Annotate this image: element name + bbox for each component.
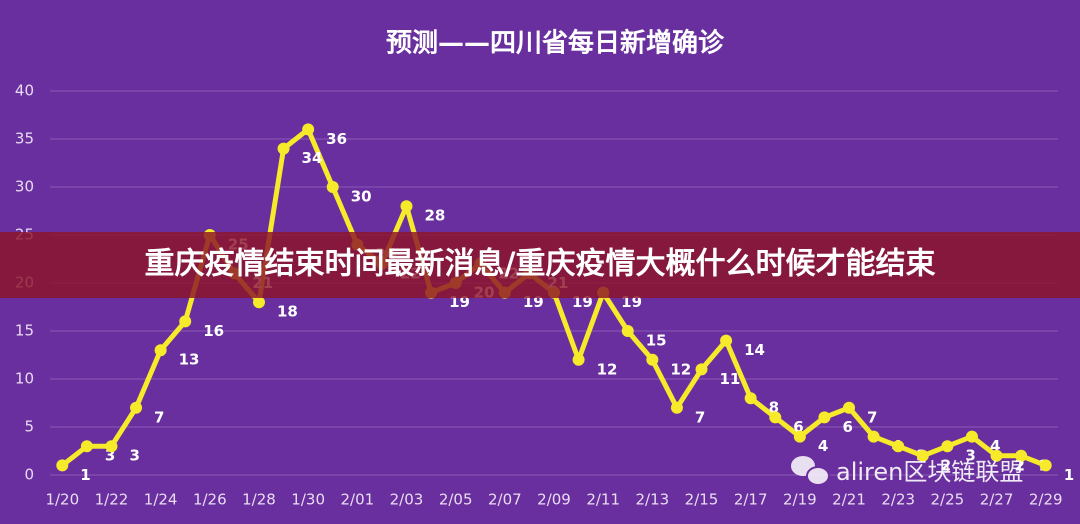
data-label: 30 (351, 188, 372, 206)
data-point (1039, 459, 1052, 472)
data-label: 7 (695, 408, 705, 426)
data-point (302, 123, 315, 136)
x-tick-label: 1/20 (45, 491, 79, 509)
data-label: 3 (965, 447, 975, 465)
data-label: 1 (1064, 466, 1074, 484)
banner-bg (0, 232, 1080, 298)
watermark-text: aliren区块链联盟 (836, 458, 1023, 486)
data-point (252, 296, 265, 309)
x-tick-label: 2/07 (488, 491, 522, 509)
x-tick-label: 1/26 (193, 491, 227, 509)
data-label: 18 (277, 303, 298, 321)
data-label: 12 (597, 360, 618, 378)
data-label: 7 (154, 408, 164, 426)
x-tick-label: 2/17 (734, 491, 768, 509)
data-point (769, 411, 782, 424)
data-label: 15 (646, 332, 667, 350)
data-label: 34 (302, 149, 323, 167)
x-tick-label: 2/05 (439, 491, 473, 509)
data-label: 4 (818, 437, 828, 455)
data-point (179, 315, 192, 328)
data-point (916, 449, 929, 462)
y-tick-label: 35 (15, 130, 34, 148)
data-label: 2 (1015, 456, 1025, 474)
data-point (277, 142, 290, 155)
x-tick-label: 2/21 (832, 491, 866, 509)
data-label: 13 (179, 351, 200, 369)
x-tick-label: 2/09 (537, 491, 571, 509)
data-label: 8 (769, 399, 779, 417)
data-point (990, 449, 1003, 462)
data-point (720, 334, 733, 347)
x-tick-label: 2/03 (390, 491, 424, 509)
data-point (892, 440, 905, 453)
data-point (130, 401, 143, 414)
x-tick-label: 2/27 (980, 491, 1014, 509)
data-label: 3 (129, 447, 139, 465)
x-tick-label: 2/13 (635, 491, 669, 509)
data-point (154, 344, 167, 357)
data-point (843, 401, 856, 414)
watermark-bubble (806, 466, 830, 486)
data-point (744, 392, 757, 405)
data-label: 28 (424, 207, 445, 225)
x-tick-label: 2/01 (340, 491, 374, 509)
x-tick-label: 2/25 (931, 491, 965, 509)
y-tick-label: 40 (15, 82, 34, 100)
data-point (670, 401, 683, 414)
y-tick-label: 15 (15, 322, 34, 340)
data-point (400, 200, 413, 213)
x-tick-label: 2/23 (881, 491, 915, 509)
x-tick-label: 1/30 (291, 491, 325, 509)
data-label: 6 (842, 418, 852, 436)
data-label: 7 (867, 408, 877, 426)
data-label: 1 (80, 466, 90, 484)
banner-text: 重庆疫情结束时间最新消息/重庆疫情大概什么时候才能结束 (145, 247, 936, 282)
data-point (695, 363, 708, 376)
data-point (793, 430, 806, 443)
data-point (867, 430, 880, 443)
data-label: 16 (203, 322, 224, 340)
x-tick-label: 1/22 (95, 491, 129, 509)
watermark-icon (791, 456, 830, 486)
data-label: 36 (326, 130, 347, 148)
y-tick-label: 30 (15, 178, 34, 196)
data-label: 11 (720, 370, 741, 388)
data-point (646, 353, 659, 366)
x-tick-label: 2/15 (685, 491, 719, 509)
data-point (1015, 449, 1028, 462)
x-tick-label: 2/29 (1029, 491, 1063, 509)
x-tick-label: 1/24 (144, 491, 178, 509)
data-label: 3 (105, 447, 115, 465)
data-point (941, 440, 954, 453)
data-point (818, 411, 831, 424)
y-tick-label: 10 (15, 370, 34, 388)
data-point (572, 353, 585, 366)
x-tick-label: 1/28 (242, 491, 276, 509)
data-point (965, 430, 978, 443)
x-tick-label: 2/19 (783, 491, 817, 509)
data-label: 12 (670, 360, 691, 378)
data-label: 2 (941, 456, 951, 474)
data-point (80, 440, 93, 453)
data-label: 6 (793, 418, 803, 436)
data-label: 14 (744, 341, 765, 359)
data-point (105, 440, 118, 453)
data-point (56, 459, 69, 472)
data-label: 4 (990, 437, 1000, 455)
y-tick-label: 5 (24, 418, 34, 436)
chart-title: 预测——四川省每日新增确诊 (386, 28, 725, 59)
data-point (621, 325, 634, 337)
data-point (326, 181, 339, 193)
y-tick-label: 0 (24, 466, 34, 484)
x-tick-label: 2/11 (586, 491, 620, 509)
